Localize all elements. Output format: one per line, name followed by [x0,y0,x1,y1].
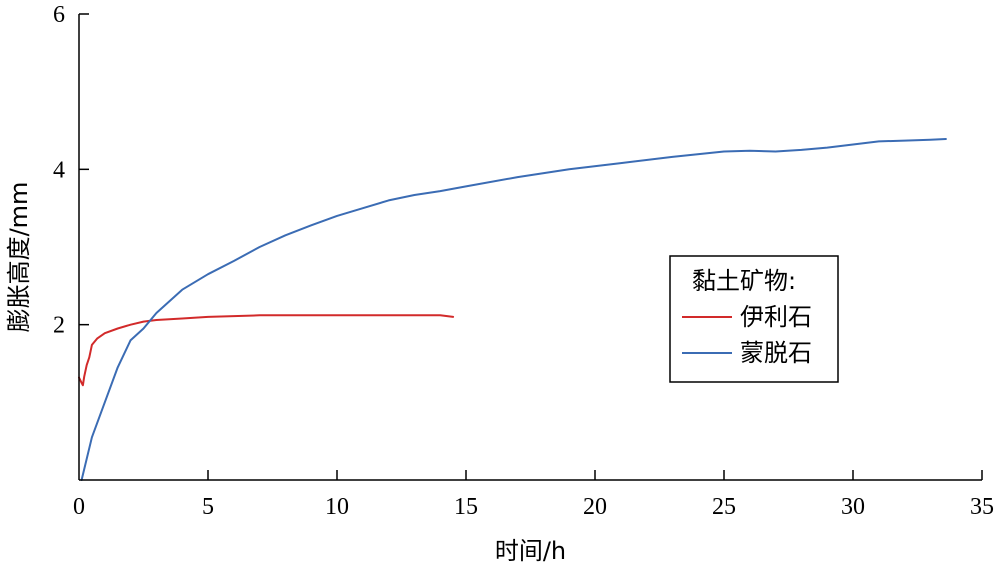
y-tick-label: 6 [53,2,65,28]
x-tick-label: 30 [841,494,865,520]
x-tick-label: 10 [325,494,349,520]
legend-box [669,255,839,383]
x-tick-label: 15 [454,494,478,520]
plot-area [78,138,947,481]
x-tick-label: 25 [712,494,736,520]
x-axis-title: 时间/h [495,537,566,565]
legend-label-蒙脱石: 蒙脱石 [740,339,812,367]
x-tick-label: 5 [202,494,214,520]
y-tick-label: 2 [53,313,65,339]
x-tick-label: 0 [73,494,85,520]
y-axis-title: 膨胀高度/mm [5,182,33,333]
x-tick-label: 35 [970,494,994,520]
series-line-蒙脱石 [80,138,947,481]
axes: 0 5 10 15 20 25 30 35 2 4 6 [53,2,994,520]
legend-label-伊利石: 伊利石 [740,303,812,331]
y-tick-label: 4 [53,157,65,183]
series-line-伊利石 [78,314,455,387]
x-tick-label: 20 [583,494,607,520]
legend-title: 黏土矿物: [692,267,796,295]
